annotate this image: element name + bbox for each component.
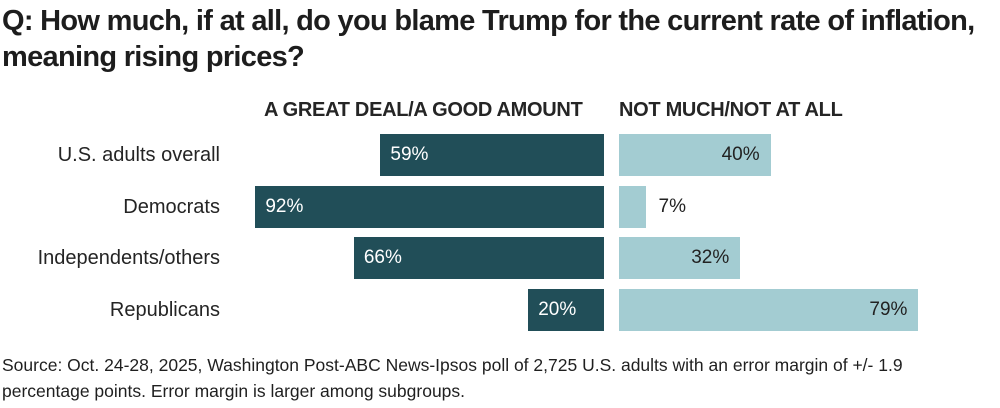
bar-value-label: 20% <box>538 298 577 320</box>
column-header-great-deal: A GREAT DEAL/A GOOD AMOUNT <box>264 99 583 121</box>
category-label: U.S. adults overall <box>57 144 220 166</box>
chart-row: Republicans 20% 79% <box>0 288 1000 331</box>
bar-great-deal: 20% <box>528 288 604 331</box>
bar-value-label: 7% <box>658 195 686 217</box>
bar-chart-rows: U.S. adults overall 59% 40% Democrats 92% 7% I… <box>0 134 1000 334</box>
bar-value-label: 79% <box>869 298 908 320</box>
bar-great-deal: 59% <box>380 134 604 176</box>
chart-row: Democrats 92% 7% <box>0 185 1000 228</box>
bar-not-much: 79% <box>619 288 919 331</box>
bar-great-deal: 66% <box>353 237 604 279</box>
column-header-not-much: NOT MUCH/NOT AT ALL <box>619 99 843 121</box>
bar-not-much: 40% <box>619 134 771 176</box>
source-note: Source: Oct. 24-28, 2025, Washington Pos… <box>2 355 903 401</box>
bar-great-deal: 92% <box>255 185 604 228</box>
chart-row: Independents/others 66% 32% <box>0 237 1000 279</box>
bar-not-much <box>619 185 646 228</box>
bar-value-label: 66% <box>363 247 402 268</box>
chart-row: U.S. adults overall 59% 40% <box>0 134 1000 176</box>
chart-title: Q: How much, if at all, do you blame Tru… <box>2 5 975 73</box>
bar-value-label: 59% <box>390 144 429 165</box>
bar-value-label: 92% <box>265 195 304 217</box>
category-label: Independents/others <box>37 247 220 269</box>
bar-value-label: 40% <box>721 144 760 165</box>
bar-not-much: 32% <box>619 237 741 279</box>
category-label: Republicans <box>109 298 220 321</box>
bar-value-label: 32% <box>691 247 730 268</box>
category-label: Democrats <box>123 195 220 218</box>
